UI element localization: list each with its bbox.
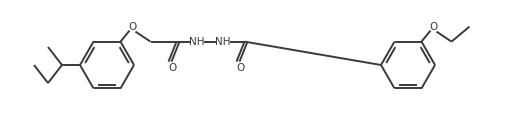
Text: O: O	[168, 63, 177, 73]
Text: O: O	[236, 63, 245, 73]
Text: NH: NH	[215, 37, 230, 47]
Text: O: O	[429, 22, 438, 32]
Text: NH: NH	[189, 37, 204, 47]
Text: O: O	[128, 22, 137, 32]
